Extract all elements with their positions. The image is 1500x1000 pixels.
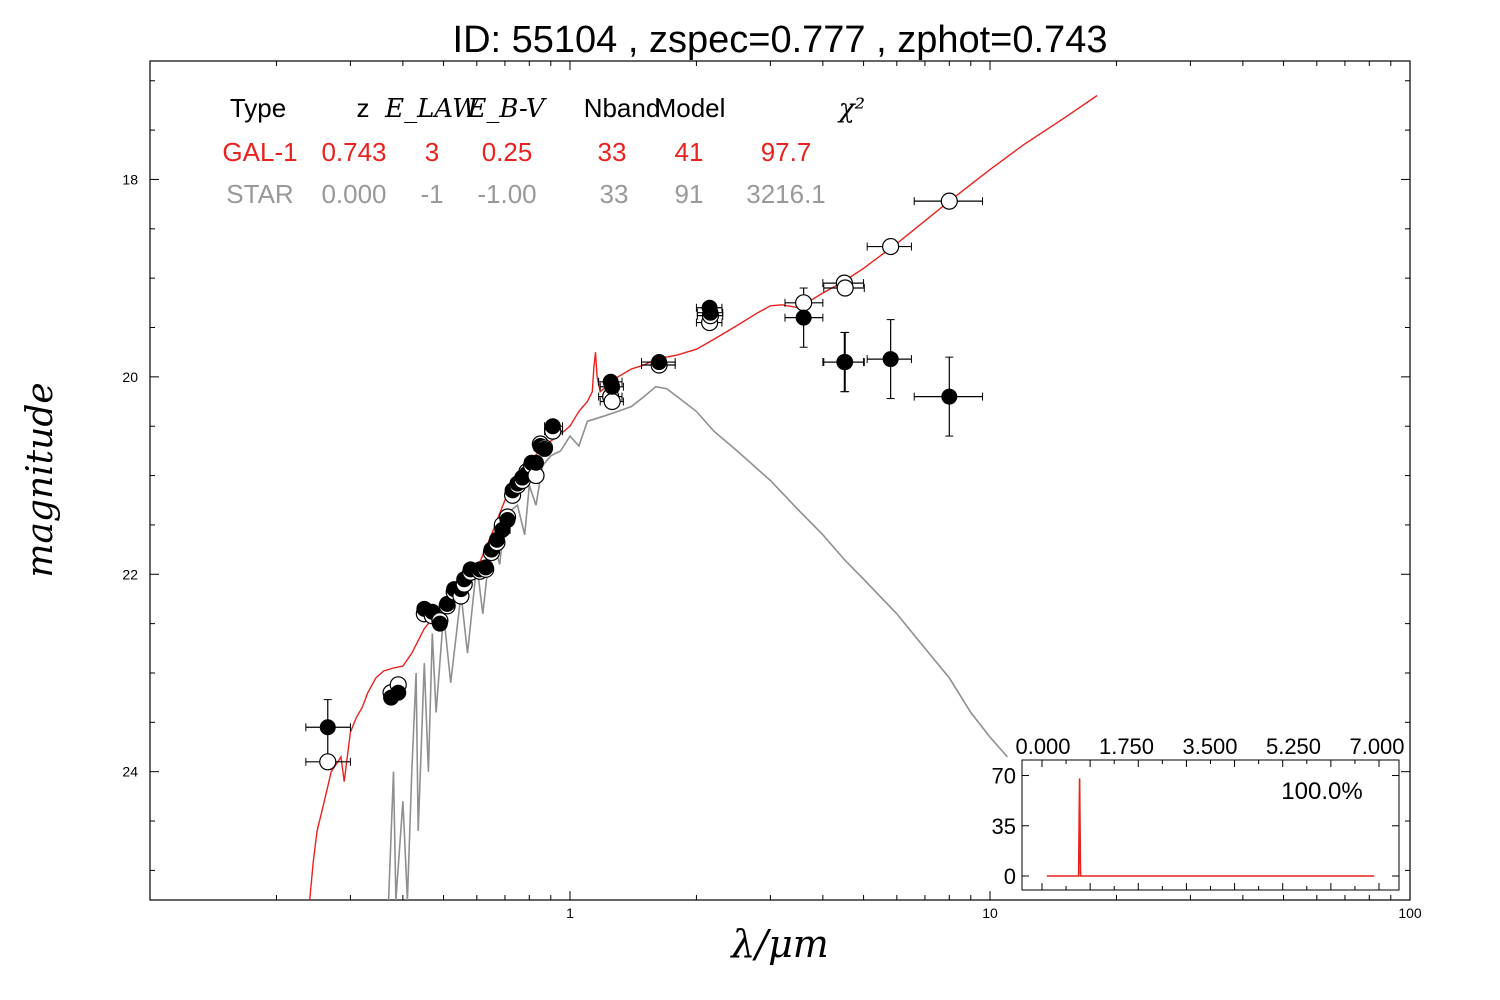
observed-magnitude-marker	[544, 418, 561, 435]
photometry-point-25	[544, 418, 564, 440]
table-cell: 41	[675, 137, 704, 167]
photometry-point-28	[641, 354, 676, 374]
model-magnitude-marker	[940, 192, 958, 210]
table-cell: 97.7	[761, 137, 812, 167]
y-axis-label: magnitude	[20, 382, 61, 577]
table-cell: 0.25	[482, 137, 533, 167]
photometry-point-16	[498, 508, 517, 528]
observed-magnitude-marker	[702, 304, 719, 321]
x-axis: 1 10 100	[149, 61, 1422, 921]
photometry-point-34	[866, 237, 912, 400]
observed-magnitude-marker	[795, 309, 812, 326]
photometry-point-35	[913, 192, 984, 437]
table-header-type: Type	[230, 93, 286, 123]
table-cell: 0.743	[321, 137, 386, 167]
inset-y-tick-label: 70	[992, 764, 1016, 789]
y-tick-label: 20	[122, 369, 138, 385]
observed-magnitude-marker	[390, 684, 407, 701]
plot-area	[305, 94, 1098, 900]
inset-x-tick-label: 3.500	[1182, 734, 1237, 759]
table-header-e-bv: E_B-V	[466, 94, 546, 124]
galaxy-model-curve	[309, 94, 1098, 900]
observed-magnitude-marker	[837, 354, 854, 371]
observed-magnitude-marker	[941, 388, 958, 405]
chart-title: ID: 55104 , zspec=0.777 , zphot=0.743	[453, 19, 1108, 61]
inset-y-tick-label: 0	[1004, 864, 1016, 889]
inset-x-tick-label: 0.000	[1015, 734, 1070, 759]
observed-magnitude-marker	[431, 615, 448, 632]
model-magnitude-marker	[795, 294, 813, 312]
model-magnitude-marker	[603, 392, 621, 411]
y-tick-label: 22	[122, 566, 138, 582]
star-model-curve	[387, 385, 1009, 900]
observed-magnitude-marker	[651, 354, 668, 371]
x-tick-label: 1	[566, 905, 574, 921]
inset-x-tick-label: 5.250	[1266, 734, 1321, 759]
table-cell: 33	[598, 137, 627, 167]
observed-magnitude-marker	[319, 719, 336, 736]
table-header-chi2: χ²	[837, 94, 865, 124]
inset-y-tick-label: 35	[992, 814, 1016, 839]
table-header-e-law: E_LAW	[384, 94, 481, 124]
plot-frame	[149, 60, 1411, 901]
observed-magnitude-marker	[477, 559, 494, 576]
x-tick-label: 10	[982, 905, 998, 921]
model-magnitude-marker	[882, 237, 900, 256]
table-cell: 91	[675, 179, 704, 209]
table-cell: 0.000	[321, 179, 386, 209]
photometry-point-2	[389, 676, 407, 701]
photometry-point-22	[527, 454, 545, 485]
inset-annotation: 100.0%	[1281, 778, 1362, 805]
observed-magnitude-marker	[882, 351, 899, 368]
table-cell: 3	[425, 137, 439, 167]
observed-magnitude-marker	[528, 454, 545, 471]
x-axis-label: λ/μm	[729, 922, 829, 966]
photometry-point-30	[696, 304, 724, 325]
table-header-z: z	[357, 93, 370, 123]
observed-magnitude-marker	[604, 378, 621, 395]
table-cell: STAR	[226, 179, 293, 209]
table-cell: -1	[420, 179, 443, 209]
y-tick-label: 18	[122, 171, 138, 187]
redshift-pdf-curve	[1046, 778, 1375, 877]
table-cell: -1.00	[477, 179, 536, 209]
observed-magnitude-marker	[536, 440, 553, 457]
y-axis: 18 20 22 24	[122, 80, 1410, 871]
photometry-point-27	[599, 378, 624, 411]
photometry-point-0	[305, 699, 351, 771]
x-tick-label: 100	[1398, 905, 1422, 921]
redshift-pdf-inset: 100.0% 0.000 1.750 3.500 5.250 7.000 0 35 70	[992, 734, 1405, 891]
table-cell: 33	[600, 179, 629, 209]
photometry-point-12	[477, 559, 495, 578]
photometry-point-31	[784, 287, 824, 348]
inset-x-tick-label: 1.750	[1099, 734, 1154, 759]
table-cell: 3216.1	[746, 179, 826, 209]
model-magnitude-marker	[319, 753, 337, 771]
table-header-model: Model	[655, 93, 726, 123]
table-header-nband: Nband	[584, 93, 661, 123]
inset-frame	[1021, 759, 1400, 891]
inset-x-tick-label: 7.000	[1349, 734, 1404, 759]
photometry-point-5	[431, 612, 449, 632]
photometry-point-33	[823, 279, 865, 393]
y-tick-label: 24	[122, 764, 138, 780]
table-cell: GAL-1	[222, 137, 297, 167]
photometry-point-6	[438, 595, 456, 615]
model-magnitude-marker	[836, 279, 854, 297]
photometry-point-24	[535, 439, 554, 457]
observed-magnitude-marker	[499, 511, 516, 528]
